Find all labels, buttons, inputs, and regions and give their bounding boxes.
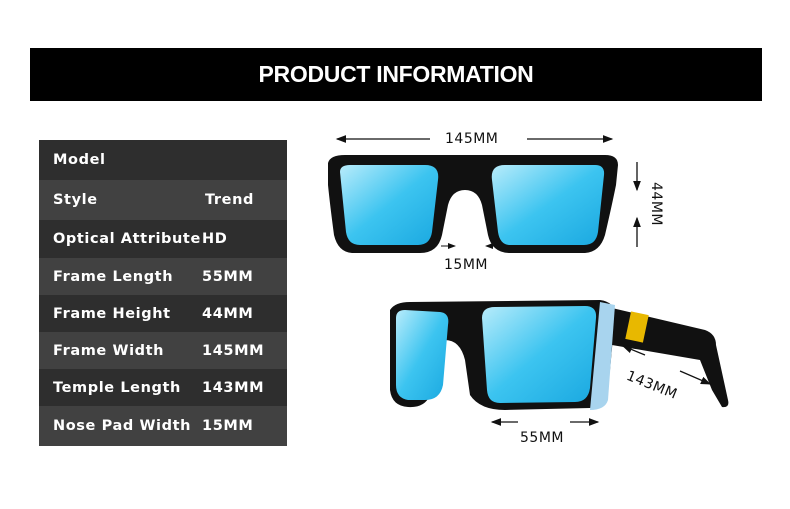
page-title: PRODUCT INFORMATION [30,48,762,101]
front-view-glasses [328,155,618,253]
spec-row: Frame Height 44MM [39,295,287,332]
spec-row: Frame Length 55MM [39,258,287,295]
width-dimension-label: 145MM [445,131,499,147]
side-view-glasses [390,300,729,410]
spec-row: Frame Width 145MM [39,332,287,369]
lens-length-dimension-label: 55MM [520,430,564,446]
spec-row: Optical Attribute HD [39,220,287,258]
spec-row: Temple Length 143MM [39,369,287,406]
height-dimension-label: 44MM [648,182,664,226]
nose-pad-dimension-label: 15MM [444,257,488,273]
spec-row: Nose Pad Width 15MM [39,406,287,446]
spec-table: Model Style Trend Optical Attribute HD Fra… [39,140,287,446]
spec-row: Model [39,140,287,180]
spec-row: Style Trend [39,180,287,220]
